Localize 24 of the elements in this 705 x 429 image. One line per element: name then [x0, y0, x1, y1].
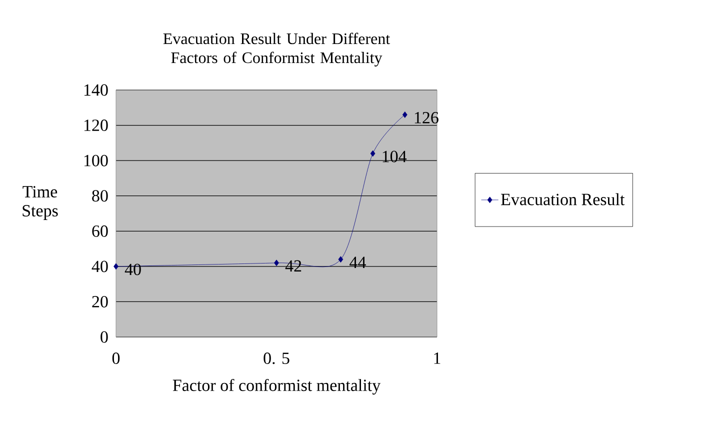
x-tick-label: 0 [112, 352, 120, 364]
chart-title: Evacuation Result Under Different Factors of Conformist Mentality [163, 32, 390, 66]
point [402, 112, 408, 118]
y-tick-label: 60 [92, 225, 108, 237]
x-tick-label: 1 [434, 352, 440, 364]
data-label: 126 [414, 112, 438, 124]
y-tick-label: 100 [84, 154, 108, 166]
y-tick-label: 20 [92, 296, 108, 308]
data-label: 104 [382, 150, 407, 162]
x-tick-label: 0. 5 [264, 352, 290, 364]
point [114, 263, 118, 270]
y-tick-label: 0 [100, 331, 108, 343]
y-tick-label: 80 [92, 190, 108, 202]
data-label: 40 [124, 264, 141, 276]
y-tick-label: 40 [92, 260, 108, 272]
data-label: 44 [350, 256, 366, 268]
point [370, 150, 376, 157]
point [338, 256, 344, 263]
point [274, 260, 279, 266]
x-axis-title: Factor of conformist mentality [172, 378, 381, 395]
y-axis-title: Time Steps [22, 186, 58, 220]
y-tick-label: 120 [84, 120, 108, 132]
y-tick-label: 140 [84, 84, 108, 96]
legend-label: Evacuation Result [501, 193, 625, 206]
